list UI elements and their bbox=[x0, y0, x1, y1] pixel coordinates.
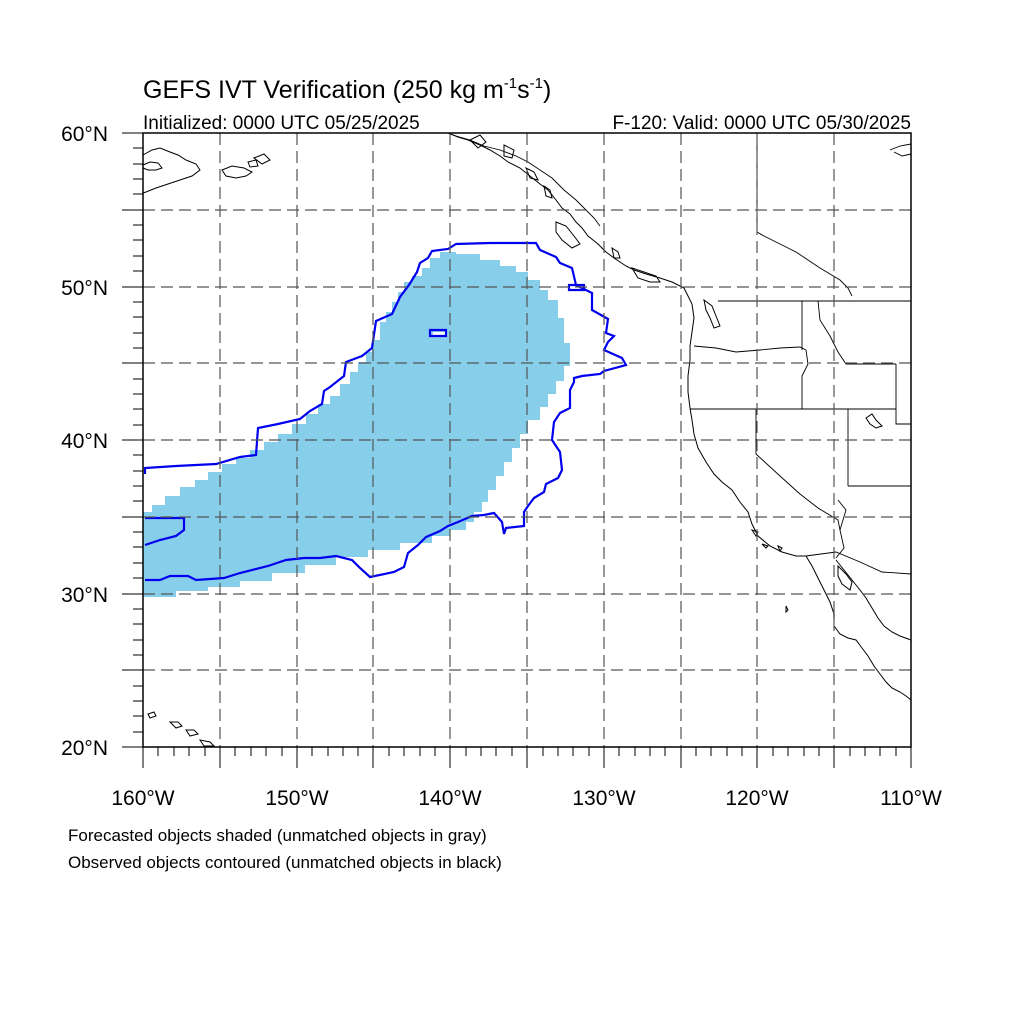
lat-label-20n: 20°N bbox=[61, 737, 108, 760]
lon-label-110w: 110°W bbox=[880, 787, 942, 810]
observed-object-tiny bbox=[428, 328, 448, 338]
lon-labels: 160°W 150°W 140°W 130°W 120°W 110°W bbox=[111, 787, 942, 810]
lon-label-120w: 120°W bbox=[725, 787, 788, 810]
lon-label-140w: 140°W bbox=[418, 787, 481, 810]
observed-object-small bbox=[567, 283, 586, 292]
lat-lon-grid bbox=[143, 133, 911, 747]
observed-object-contours bbox=[143, 241, 628, 582]
forecast-legend-note: Forecasted objects shaded (unmatched obj… bbox=[68, 826, 487, 845]
forecast-object-shading bbox=[143, 252, 570, 597]
lat-label-30n: 30°N bbox=[61, 584, 108, 607]
valid-time-label: F-120: Valid: 0000 UTC 05/30/2025 bbox=[612, 113, 911, 134]
observed-legend-note: Observed objects contoured (unmatched ob… bbox=[68, 853, 502, 872]
lat-label-60n: 60°N bbox=[61, 123, 108, 146]
political-borders bbox=[447, 132, 912, 575]
axis-ticks bbox=[122, 132, 912, 768]
lon-label-160w: 160°W bbox=[111, 787, 174, 810]
map-title: GEFS IVT Verification (250 kg m-1s-1) bbox=[143, 75, 551, 104]
coastlines bbox=[142, 132, 912, 747]
observed-object-west bbox=[144, 516, 186, 547]
lon-label-130w: 130°W bbox=[572, 787, 635, 810]
lat-label-40n: 40°N bbox=[61, 430, 108, 453]
observed-object-main bbox=[143, 241, 628, 582]
lon-label-150w: 150°W bbox=[265, 787, 328, 810]
lat-labels: 60°N 50°N 40°N 30°N 20°N bbox=[61, 123, 108, 760]
lat-label-50n: 50°N bbox=[61, 277, 108, 300]
init-time-label: Initialized: 0000 UTC 05/25/2025 bbox=[143, 113, 420, 134]
